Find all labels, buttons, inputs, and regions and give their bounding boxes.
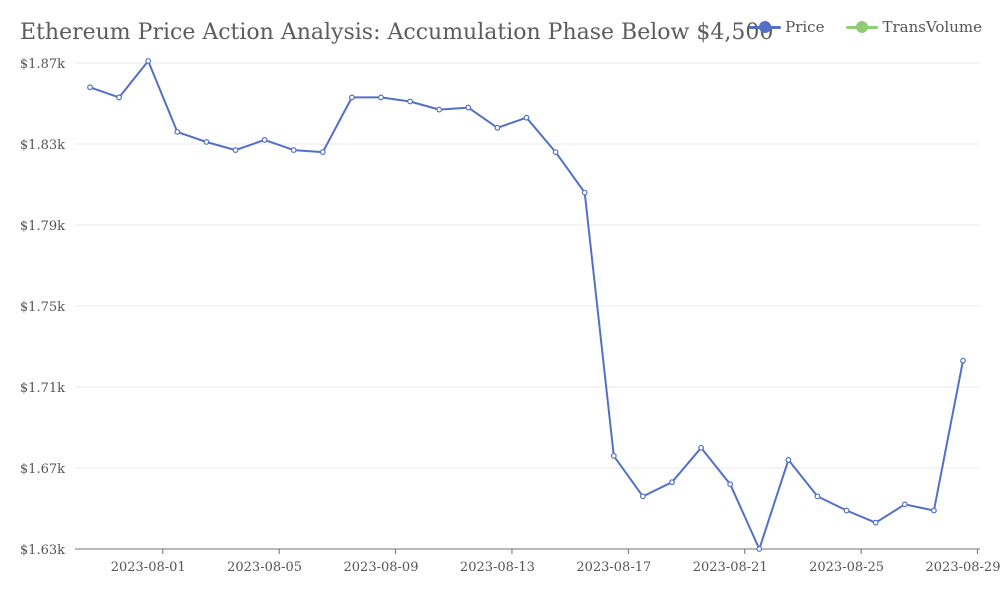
x-tick-label: 2023-08-09 — [344, 560, 419, 575]
x-tick-label: 2023-08-13 — [460, 560, 535, 575]
price-data-point — [785, 457, 792, 463]
x-tick-label: 2023-08-17 — [576, 560, 651, 575]
price-data-point — [87, 84, 93, 91]
x-tick-label: 2023-08-01 — [111, 560, 186, 575]
price-data-point — [960, 357, 966, 364]
x-tick-label: 2023-08-29 — [926, 560, 1000, 575]
price-data-point — [494, 124, 501, 131]
y-tick-label: $1.83k — [20, 138, 65, 153]
legend-swatch-price-icon — [749, 20, 782, 34]
price-data-point — [756, 546, 763, 552]
price-data-point — [203, 139, 210, 145]
price-data-point — [901, 501, 908, 508]
legend-swatch-transvolume-icon — [846, 20, 879, 34]
price-data-point — [610, 452, 617, 459]
price-data-point — [640, 493, 646, 500]
y-tick-label: $1.63k — [20, 543, 65, 558]
y-tick-label: $1.67k — [20, 462, 65, 477]
y-tick-label: $1.71k — [20, 381, 65, 396]
y-tick-label: $1.75k — [20, 300, 65, 315]
price-data-point — [349, 94, 355, 101]
price-data-point — [843, 507, 850, 514]
price-data-point — [669, 479, 675, 486]
price-data-point — [552, 149, 559, 156]
price-data-point — [116, 94, 122, 101]
y-tick-label: $1.87k — [20, 57, 65, 72]
x-tick-label: 2023-08-21 — [693, 560, 768, 575]
price-data-point — [145, 58, 152, 64]
price-data-point — [232, 147, 239, 153]
price-data-point — [872, 519, 879, 526]
price-data-point — [174, 128, 181, 135]
legend-item-price[interactable]: Price — [749, 18, 824, 36]
price-data-point — [465, 104, 472, 111]
chart-title: Ethereum Price Action Analysis: Accumula… — [20, 20, 774, 45]
y-tick-label: $1.79k — [20, 219, 65, 234]
chart-legend: Price TransVolume — [749, 18, 982, 36]
price-data-point — [378, 94, 384, 101]
price-data-point — [407, 98, 414, 105]
price-data-point — [523, 114, 530, 121]
price-data-point — [261, 137, 268, 143]
price-data-point — [727, 481, 734, 488]
legend-label-price: Price — [785, 18, 825, 36]
price-data-point — [931, 507, 937, 514]
x-tick-label: 2023-08-05 — [227, 560, 302, 575]
price-data-point — [814, 493, 821, 500]
price-data-point — [290, 147, 297, 153]
price-data-point — [436, 106, 443, 113]
legend-label-transvolume: TransVolume — [882, 18, 982, 36]
price-data-point — [581, 189, 588, 196]
price-data-point — [319, 149, 326, 156]
legend-item-transvolume[interactable]: TransVolume — [846, 18, 982, 36]
price-data-point — [698, 444, 704, 451]
price-series-line — [89, 60, 964, 550]
x-tick-label: 2023-08-25 — [809, 560, 884, 575]
